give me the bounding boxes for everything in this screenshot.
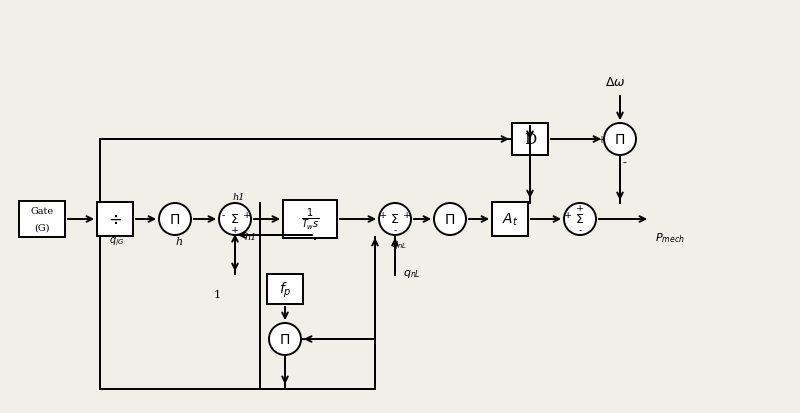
Text: +: + bbox=[231, 226, 239, 235]
Bar bbox=[283, 201, 337, 238]
Bar bbox=[97, 202, 133, 236]
Text: $f_p$: $f_p$ bbox=[278, 280, 291, 299]
Circle shape bbox=[604, 124, 636, 156]
Text: (G): (G) bbox=[34, 223, 50, 232]
Text: +: + bbox=[576, 204, 584, 213]
Bar bbox=[492, 202, 528, 236]
Text: $A_t$: $A_t$ bbox=[502, 211, 518, 228]
Text: $\Pi$: $\Pi$ bbox=[614, 133, 626, 147]
Text: $\Pi$: $\Pi$ bbox=[445, 212, 455, 226]
Text: $\Pi$: $\Pi$ bbox=[170, 212, 181, 226]
Text: $\Delta\omega$: $\Delta\omega$ bbox=[605, 76, 626, 89]
Circle shape bbox=[434, 204, 466, 235]
Text: -: - bbox=[622, 157, 626, 166]
Text: +: + bbox=[564, 211, 572, 220]
Text: Gate: Gate bbox=[30, 207, 54, 216]
Circle shape bbox=[269, 323, 301, 355]
Bar bbox=[512, 124, 548, 156]
Text: $P_{mech}$: $P_{mech}$ bbox=[655, 230, 685, 244]
Text: $\Sigma$: $\Sigma$ bbox=[575, 213, 585, 226]
Text: $\frac{1}{T_w s}$: $\frac{1}{T_w s}$ bbox=[301, 206, 319, 233]
Circle shape bbox=[564, 204, 596, 235]
Text: +: + bbox=[243, 211, 251, 220]
Text: $q_{/G}$: $q_{/G}$ bbox=[110, 235, 125, 248]
Circle shape bbox=[379, 204, 411, 235]
Text: h: h bbox=[175, 236, 182, 247]
Text: $\Sigma$: $\Sigma$ bbox=[390, 213, 399, 226]
Text: 1: 1 bbox=[214, 289, 221, 299]
Text: $q_{nL}$: $q_{nL}$ bbox=[403, 267, 421, 279]
Text: $\Pi$: $\Pi$ bbox=[279, 332, 290, 346]
Text: h1: h1 bbox=[233, 193, 246, 202]
Text: h1: h1 bbox=[245, 233, 258, 242]
Text: -: - bbox=[222, 211, 225, 220]
Circle shape bbox=[219, 204, 251, 235]
Bar bbox=[19, 202, 65, 237]
Text: $q_{nL}$: $q_{nL}$ bbox=[391, 238, 407, 250]
Text: $\Sigma$: $\Sigma$ bbox=[230, 213, 239, 226]
Bar bbox=[267, 274, 303, 304]
Text: $\div$: $\div$ bbox=[108, 211, 122, 228]
Text: -: - bbox=[394, 226, 397, 235]
Text: +: + bbox=[379, 211, 387, 220]
Text: D: D bbox=[524, 133, 536, 147]
Text: +: + bbox=[403, 211, 411, 220]
Circle shape bbox=[159, 204, 191, 235]
Text: +: + bbox=[597, 135, 605, 145]
Text: -: - bbox=[578, 226, 582, 235]
